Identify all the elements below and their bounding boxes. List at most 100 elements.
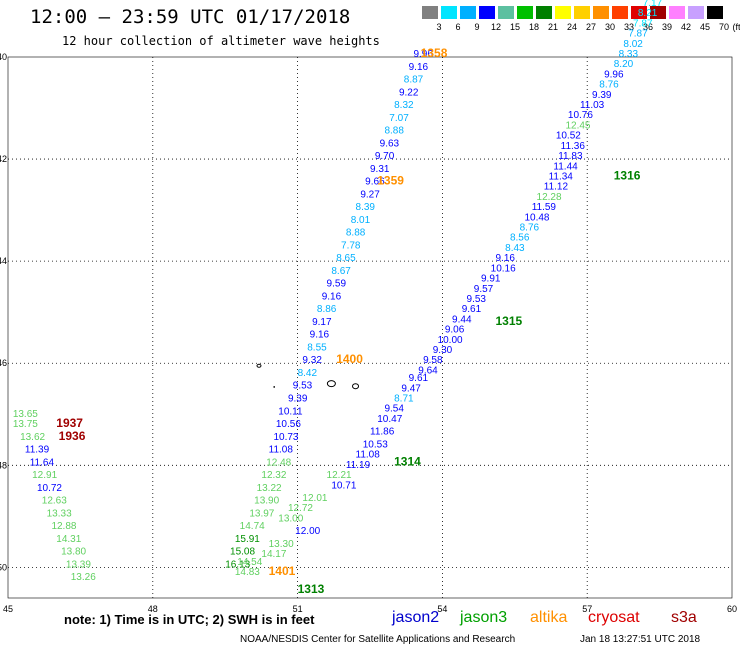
colorbar-label: 33 (623, 22, 634, 32)
lat-tick-label: -42 (0, 154, 7, 164)
legend-s3a: s3a (671, 609, 697, 626)
swh-observation: 12.28 (537, 192, 562, 203)
footer-note: note: 1) Time is in UTC; 2) SWH is in fe… (64, 612, 315, 627)
swh-observation: 16.13 (225, 559, 250, 570)
swh-observation: 13.22 (257, 483, 282, 494)
swh-observation: 13.62 (20, 432, 45, 443)
swh-observation: 11.83 (558, 151, 583, 162)
lon-tick-label: 60 (727, 604, 737, 614)
swh-observation: 10.11 (278, 406, 303, 417)
lat-tick-label: -46 (0, 358, 7, 368)
swh-observation: 8.43 (505, 243, 525, 254)
swh-observation: 13.26 (71, 572, 96, 583)
swh-observation: 8.21 (638, 8, 658, 19)
swh-observation: 10.47 (377, 414, 402, 425)
colorbar-label: 3 (436, 22, 442, 32)
swh-observation: 14.83 (235, 567, 260, 578)
swh-observation: 11.59 (532, 202, 557, 213)
swh-observation: 9.53 (467, 294, 487, 305)
swh-observation: 8.56 (510, 233, 530, 244)
swh-observation: 9.66 (365, 177, 385, 188)
colorbar-swatch (498, 6, 514, 19)
pass-time-label: 1315 (495, 314, 522, 328)
swh-observation: 10.76 (568, 110, 593, 121)
swh-observation: 7.07 (389, 113, 409, 124)
swh-observation: 8.67 (331, 266, 351, 277)
swh-observation: 9.58 (423, 355, 443, 366)
lon-tick-label: 54 (437, 604, 447, 614)
swh-observation: 12.63 (42, 496, 67, 507)
swh-observation: 11.39 (25, 445, 50, 456)
colorbar-label: 12 (490, 22, 501, 32)
colorbar-swatch (536, 6, 552, 19)
swh-observation: 14.17 (261, 549, 286, 560)
swh-observation: 11.19 (346, 460, 371, 471)
swh-observation: 9.96 (604, 69, 624, 80)
swh-observation: 9.16 (310, 330, 330, 341)
swh-observation: 9.16 (322, 291, 342, 302)
swh-observation: 12.00 (295, 526, 320, 537)
colorbar-label: 24 (566, 22, 577, 32)
swh-observation: 12.88 (51, 521, 76, 532)
map-title: 12:00 — 23:59 UTC 01/17/2018 (30, 6, 351, 28)
swh-observation: 12.72 (288, 503, 313, 514)
colorbar-swatch (574, 6, 590, 19)
swh-observation: 9.16 (409, 62, 429, 73)
island-outline (352, 383, 360, 390)
colorbar-swatch (479, 6, 495, 19)
swh-observation: 11.64 (30, 457, 55, 468)
swh-observation: 9.32 (302, 355, 322, 366)
swh-observation: 10.53 (363, 439, 388, 450)
swh-observation: 13.39 (66, 559, 91, 570)
swh-observation: 12.21 (327, 470, 352, 481)
swh-observation: 9.57 (474, 284, 494, 295)
swh-observation: 11.08 (269, 445, 294, 456)
swh-observation: 8.33 (619, 49, 639, 60)
swh-observation: 9.22 (399, 87, 419, 98)
swh-observation: 10.73 (273, 432, 298, 443)
swh-observation: 10.52 (556, 131, 581, 142)
lon-tick-label: 48 (148, 604, 158, 614)
swh-observation: 11.08 (356, 450, 381, 461)
colorbar-swatch (612, 6, 628, 19)
colorbar-swatch (593, 6, 609, 19)
colorbar-label: 9 (474, 22, 480, 32)
lon-tick-label: 57 (582, 604, 592, 614)
swh-observation: 8.02 (623, 39, 643, 50)
swh-observation: 7.87 (633, 18, 653, 29)
colorbar-swatch (650, 6, 666, 19)
swh-observation: 13.00 (278, 513, 303, 524)
swh-observation: 9.91 (481, 274, 501, 285)
island-outline (273, 386, 275, 388)
colorbar-label: 6 (455, 22, 461, 32)
map-subtitle: 12 hour collection of altimeter wave hei… (62, 34, 380, 48)
swh-observation: 14.54 (237, 557, 262, 568)
swh-observation: 11.44 (553, 161, 578, 172)
colorbar-label: 21 (547, 22, 558, 32)
swh-observation: 8.39 (356, 202, 376, 213)
lat-tick-label: -44 (0, 256, 7, 266)
colorbar-unit: (ft) (732, 22, 740, 32)
colorbar-label: 36 (642, 22, 653, 32)
swh-observation: 13.65 (13, 409, 38, 420)
pass-time-label: 1314 (394, 454, 421, 468)
swh-observation: 10.00 (438, 335, 463, 346)
swh-observation: 9.59 (327, 279, 347, 290)
colorbar-swatch (422, 6, 438, 19)
swh-observation: 8.55 (307, 342, 327, 353)
swh-observation: 9.61 (462, 304, 482, 315)
swh-observation: 7.17 (643, 0, 663, 9)
colorbar-label: 45 (699, 22, 710, 32)
colorbar-swatch (555, 6, 571, 19)
colorbar-label: 70 (718, 22, 729, 32)
swh-observation: 9.47 (401, 383, 421, 394)
colorbar-label: 30 (604, 22, 615, 32)
swh-observation: 15.91 (235, 534, 260, 545)
swh-observation: 8.71 (394, 394, 414, 405)
colorbar-swatch (669, 6, 685, 19)
legend-cryosat: cryosat (588, 609, 640, 626)
swh-observation: 9.63 (380, 138, 400, 149)
lon-tick-label: 51 (293, 604, 303, 614)
